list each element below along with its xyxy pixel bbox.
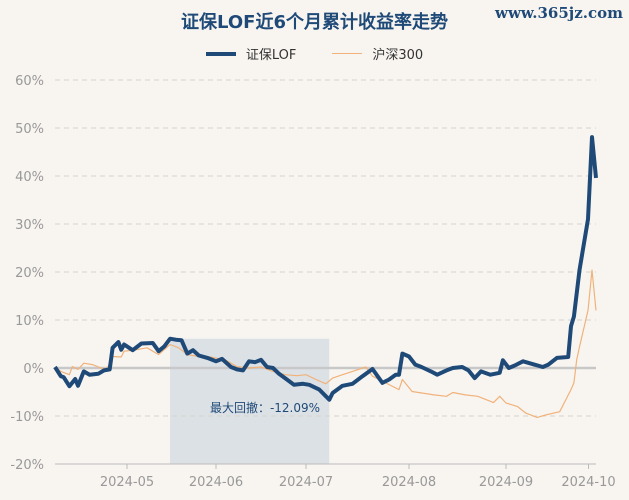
- series-line-fund: [53, 135, 598, 402]
- y-tick-label: 50%: [15, 122, 44, 137]
- x-tick-label: 2024-05: [100, 475, 154, 490]
- y-tick-label: 20%: [15, 266, 44, 281]
- y-tick-label: 0%: [23, 362, 44, 377]
- y-tick-label: 30%: [15, 218, 44, 233]
- y-tick-label: 60%: [15, 74, 44, 89]
- x-tick-label: 2024-06: [189, 475, 243, 490]
- legend-label-fund: 证保LOF: [245, 48, 297, 63]
- site-watermark: www.365jz.com: [495, 4, 623, 22]
- y-tick-label: -10%: [10, 410, 44, 425]
- legend-item-index[interactable]: 沪深300: [332, 44, 423, 63]
- x-tick-label: 2024-09: [479, 475, 533, 490]
- y-tick-label: -20%: [10, 458, 44, 473]
- series-line-index: [54, 269, 597, 418]
- chart-title: 证保LOF近6个月累计收益率走势: [181, 12, 448, 33]
- legend-item-fund[interactable]: 证保LOF: [205, 44, 297, 63]
- y-tick-label: 10%: [15, 314, 44, 329]
- legend: 证保LOF 沪深300: [0, 44, 629, 63]
- x-tick-label: 2024-08: [382, 475, 436, 490]
- legend-label-index: 沪深300: [372, 48, 424, 63]
- legend-swatch-index: [332, 53, 363, 54]
- max-drawdown-label: 最大回撤：-12.09%: [210, 400, 320, 415]
- legend-swatch-fund: [205, 51, 236, 56]
- x-tick-label: 2024-07: [279, 475, 333, 490]
- x-tick-label: 2024-10: [561, 475, 615, 490]
- y-tick-label: 40%: [15, 170, 44, 185]
